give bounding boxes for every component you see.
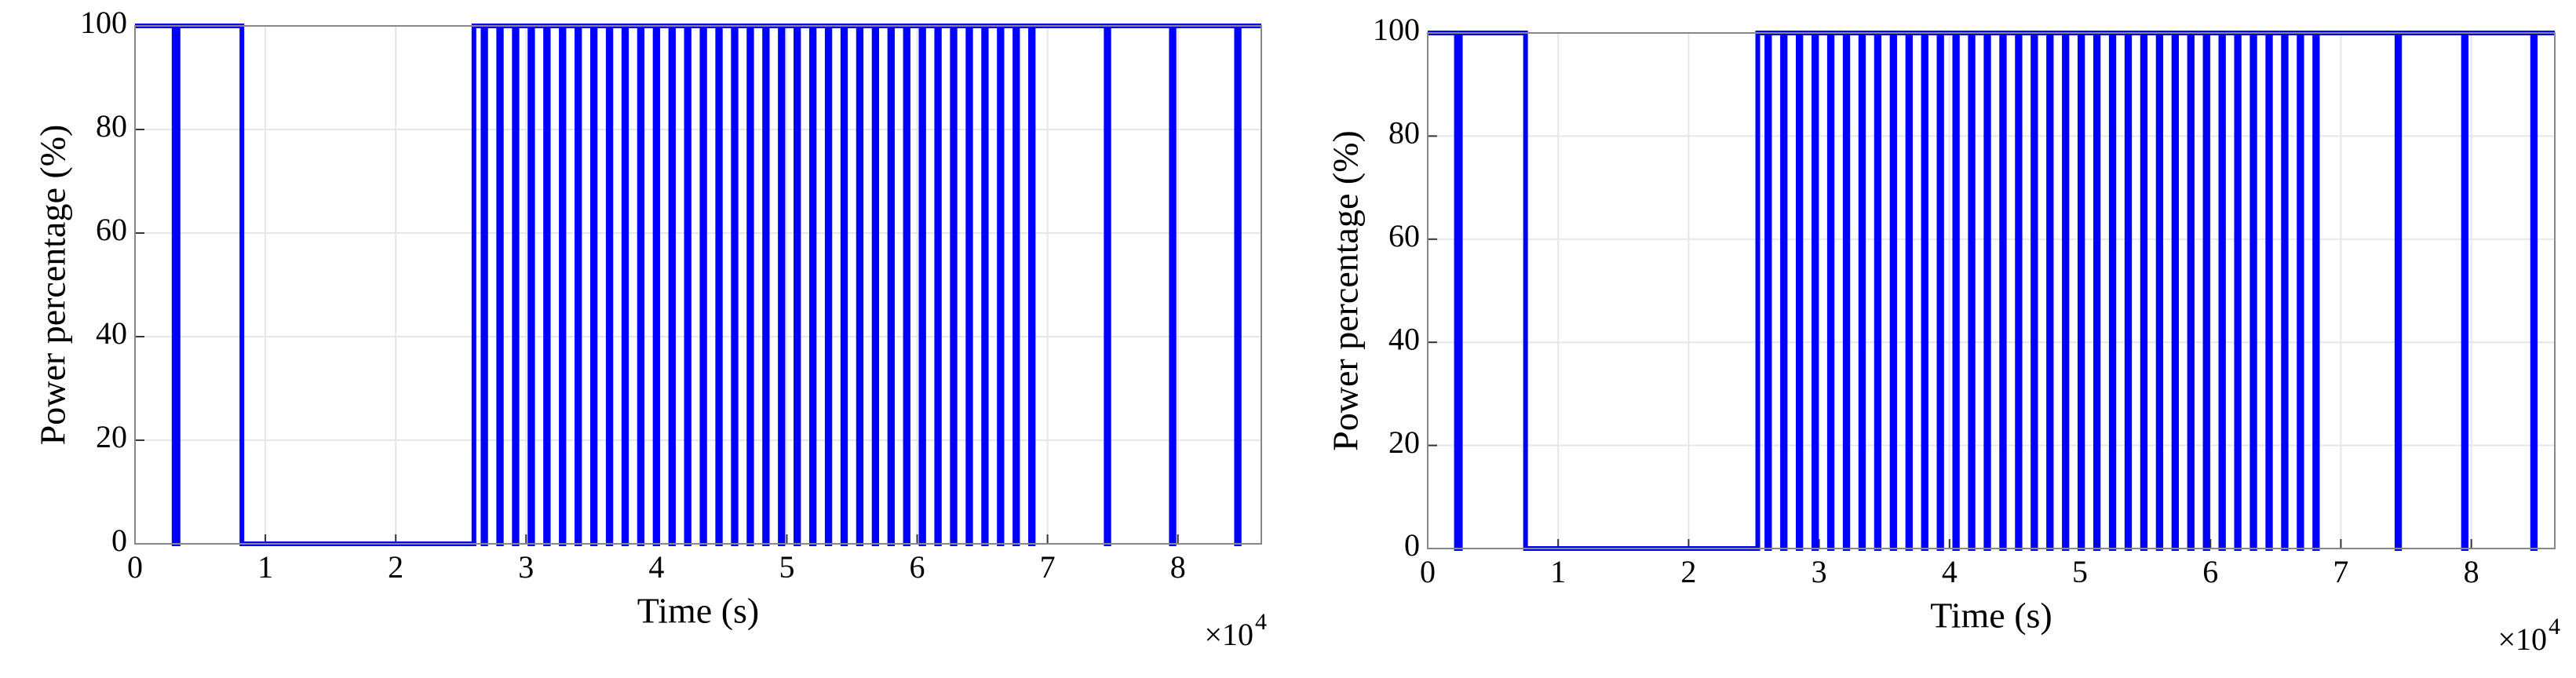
y-tick-label: 80 bbox=[96, 108, 127, 144]
x-tick-label: 8 bbox=[2464, 554, 2479, 589]
x-multiplier-exponent: 4 bbox=[2549, 614, 2560, 640]
y-tick-label: 20 bbox=[96, 419, 127, 454]
y-tick-label: 60 bbox=[96, 212, 127, 247]
y-tick-label: 40 bbox=[96, 315, 127, 351]
plot-area bbox=[1428, 33, 2555, 549]
y-tick-label: 80 bbox=[1388, 115, 1420, 151]
x-tick-label: 0 bbox=[127, 549, 143, 585]
x-tick-label: 2 bbox=[388, 549, 403, 585]
x-tick-label: 7 bbox=[2333, 554, 2348, 589]
x-tick-label: 6 bbox=[2202, 554, 2218, 589]
x-multiplier-exponent: 4 bbox=[1255, 609, 1267, 635]
x-tick-label: 4 bbox=[648, 549, 664, 585]
y-tick-label: 100 bbox=[80, 5, 127, 40]
x-tick-label: 5 bbox=[779, 549, 794, 585]
y-tick-label: 0 bbox=[1404, 527, 1420, 563]
y-tick-label: 60 bbox=[1388, 218, 1420, 253]
x-tick-label: 3 bbox=[1812, 554, 1827, 589]
x-axis-label: Time (s) bbox=[637, 591, 760, 631]
y-tick-label: 0 bbox=[111, 523, 127, 558]
x-multiplier: ×10 bbox=[1204, 617, 1253, 652]
x-multiplier: ×10 bbox=[2498, 622, 2547, 657]
x-tick-label: 1 bbox=[257, 549, 273, 585]
chart: 0 20 40 60 80 100 0 1 2 3 4 5 6 7 8 Time (s) Power perce… bbox=[33, 5, 1267, 652]
x-tick-label: 0 bbox=[1420, 554, 1436, 589]
x-tick-label: 7 bbox=[1040, 549, 1056, 585]
x-tick-label: 1 bbox=[1550, 554, 1566, 589]
y-tick-label: 20 bbox=[1388, 425, 1420, 460]
chart: 0 20 40 60 80 100 0 1 2 3 4 5 6 7 8 Time (s) Power perce… bbox=[1326, 12, 2560, 657]
x-tick-label: 6 bbox=[910, 549, 925, 585]
plot-border bbox=[134, 25, 1262, 545]
y-axis-label: Power percentage (%) bbox=[1326, 130, 1366, 451]
plot-border bbox=[1427, 32, 2556, 549]
x-axis-label: Time (s) bbox=[1930, 596, 2052, 636]
y-tick-label: 40 bbox=[1388, 321, 1420, 356]
x-tick-label: 8 bbox=[1170, 549, 1186, 585]
x-tick-label: 2 bbox=[1680, 554, 1696, 589]
y-tick-label: 100 bbox=[1373, 12, 1420, 47]
x-tick-label: 4 bbox=[1942, 554, 1958, 589]
y-axis-label: Power percentage (%) bbox=[33, 125, 73, 446]
plot-area bbox=[135, 26, 1261, 544]
x-tick-label: 5 bbox=[2072, 554, 2088, 589]
x-tick-label: 3 bbox=[518, 549, 534, 585]
